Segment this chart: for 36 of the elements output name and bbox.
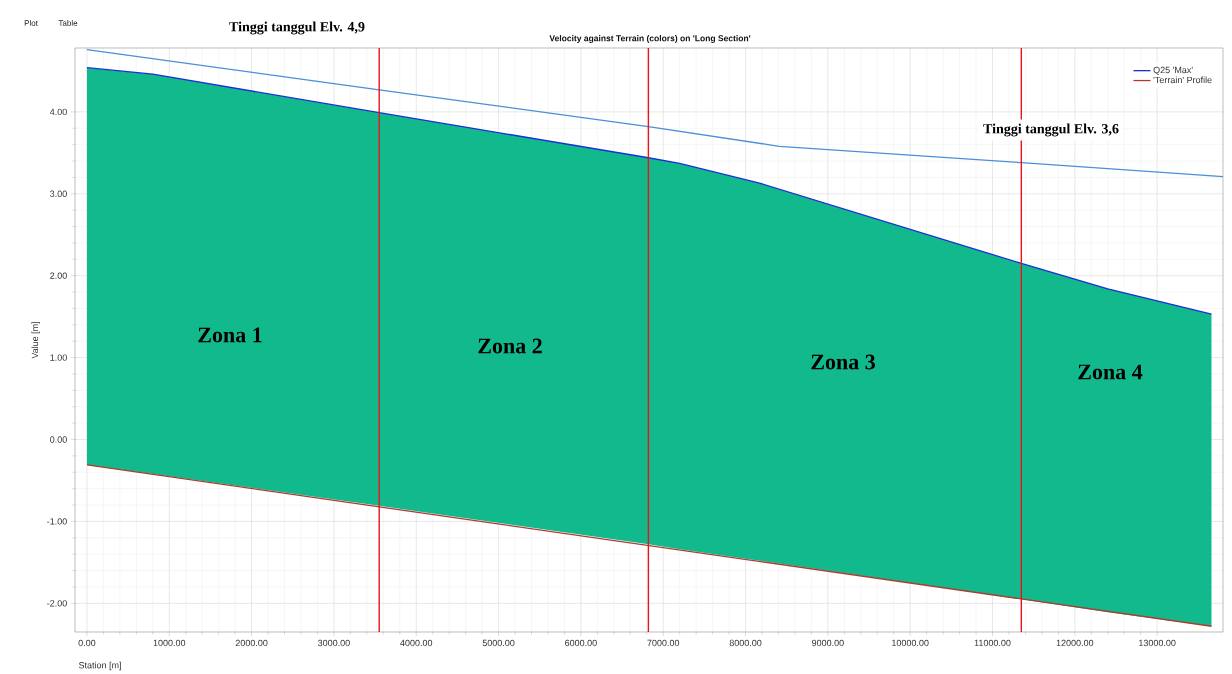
text: Plot	[24, 20, 38, 27]
y-tick-label: 4.00	[49, 108, 67, 116]
x-tick-label: 1000.00	[153, 640, 186, 647]
line-series	[86, 67, 1213, 316]
x-tick-label: 10000.00	[892, 640, 929, 647]
text: Tinggi tanggul Elv. 4,9	[229, 21, 365, 35]
x-tick-label: 11000.00	[974, 640, 1011, 647]
x-tick-label: 2000.00	[235, 640, 268, 647]
x-tick-label: 6000.00	[565, 640, 597, 647]
y-tick-label: -1.00	[47, 518, 67, 525]
y-tick-label: 3.00	[50, 190, 67, 198]
annotation: Zona 2	[478, 338, 542, 354]
y-tick-label: -2.00	[47, 600, 67, 607]
x-tick-label: 13000.00	[1139, 640, 1176, 647]
y-axis-title: Value [m]	[31, 322, 40, 359]
y-tick-label: 0.00	[50, 436, 67, 443]
legend-label: 'Terrain' Profile	[1153, 76, 1212, 84]
x-tick-label: 3000.00	[317, 640, 350, 647]
x-tick-label: 12000.00	[1056, 640, 1094, 647]
x-axis-title: Station [m]	[78, 662, 121, 671]
legend-label: Q25 'Max'	[1153, 67, 1193, 76]
y-tick-label: 1.00	[50, 354, 67, 362]
x-tick-label: 7000.00	[647, 640, 680, 647]
x-tick-label: 4000.00	[400, 640, 433, 647]
annotation: Zona 1	[198, 327, 262, 343]
x-tick-label: 9000.00	[812, 640, 844, 647]
annotation: Tinggi tanggul Elv. 3,6	[983, 123, 1119, 137]
y-tick-label: 2.00	[50, 272, 67, 280]
annotation: Zona 4	[1078, 364, 1143, 380]
x-tick-label: 0.00	[78, 640, 96, 647]
chart-title: Velocity against Terrain (colors) on 'Long Section'	[549, 35, 751, 44]
x-tick-label: 5000.00	[482, 640, 515, 647]
x-tick-label: 8000.00	[729, 640, 762, 647]
annotation: Zona 3	[811, 354, 875, 370]
line-series	[86, 49, 1224, 178]
text: Table	[58, 20, 78, 27]
